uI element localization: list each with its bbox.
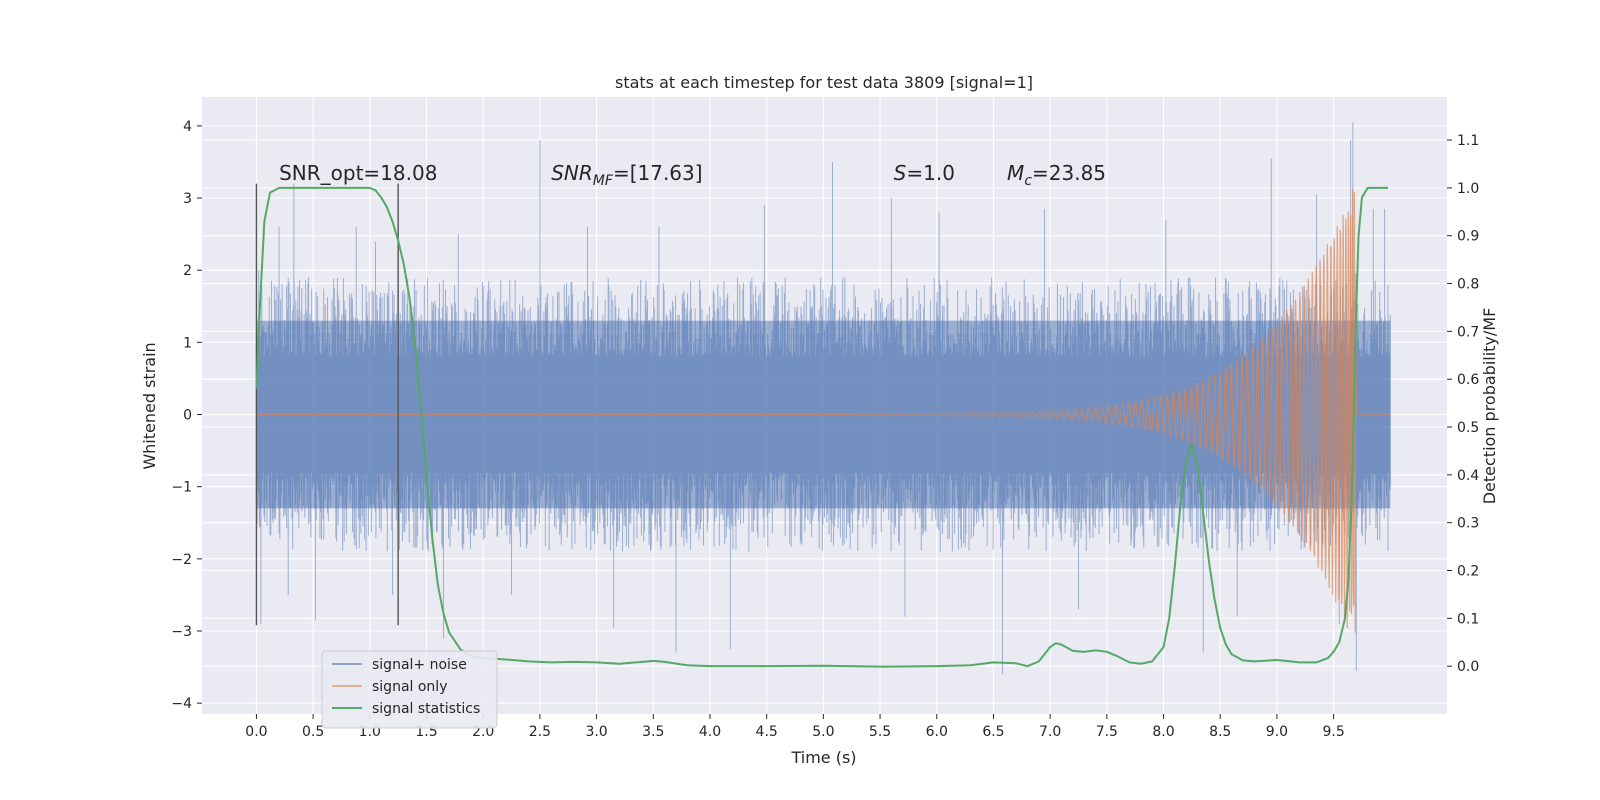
signal-statistics-line [255,186,1389,668]
vertical-markers [255,183,399,626]
y-tick-label: 1 [183,335,192,351]
annotation-1: SNRMF=[17.63] [551,161,702,189]
y-tick-label: 2 [183,263,192,279]
legend-label-signal-only: signal only [372,679,447,695]
x-tick-label: 6.5 [982,724,1004,740]
x-tick-label: 3.0 [585,724,607,740]
series-signal-statistics [255,186,1389,668]
annotation-2: S=1.0 [894,161,955,185]
y-tick-label: −2 [171,552,192,568]
annotations: SNR_opt=18.08 SNRMF=[17.63] S=1.0 Mc=23.85 [279,161,1106,189]
y-tick-label: 3 [183,191,192,207]
x-tick-label: 5.0 [812,724,834,740]
y-tick-label: 4 [183,119,192,135]
y2-tick-label: 0.0 [1457,659,1479,675]
y-axis-ticks: −4 −3 −2 −1 0 1 2 3 4 [171,119,202,712]
y2-tick-label: 0.5 [1457,420,1479,436]
signal-chirp-line [256,188,1357,633]
y2-tick-label: 0.9 [1457,229,1479,245]
x-tick-label: 8.5 [1209,724,1231,740]
x-tick-label: 7.5 [1096,724,1118,740]
x-tick-label: 6.0 [926,724,948,740]
y2-tick-label: 0.3 [1457,516,1479,532]
x-tick-label: 4.5 [756,724,778,740]
annotation-3: Mc=23.85 [1007,161,1106,189]
y2-tick-label: 1.1 [1457,133,1479,149]
x-tick-label: 0.5 [302,724,324,740]
x-tick-label: 2.5 [529,724,551,740]
x-tick-label: 7.0 [1039,724,1061,740]
y2-tick-label: 0.4 [1457,468,1479,484]
legend: signal+ noise signal only signal statist… [321,650,498,729]
x-tick-label: 0.0 [245,724,267,740]
x-tick-label: 9.0 [1266,724,1288,740]
x-tick-label: 8.0 [1152,724,1174,740]
y2-axis-label: Detection probability/MF [1480,308,1499,505]
x-tick-label: 5.5 [869,724,891,740]
y2-tick-label: 0.1 [1457,611,1479,627]
x-tick-label: 9.5 [1322,724,1344,740]
legend-label-signal-noise: signal+ noise [372,657,467,673]
x-tick-label: 3.5 [642,724,664,740]
x-axis-label: Time (s) [790,748,856,767]
y-tick-label: 0 [183,408,192,424]
x-axis-ticks: 0.0 0.5 1.0 1.5 2.0 2.5 3.0 3.5 4.0 4.5 5.0 5.5 6.0 6… [245,714,1345,740]
y-tick-label: −4 [171,696,192,712]
y-tick-label: −3 [171,624,192,640]
y-tick-label: −1 [171,480,192,496]
annotation-0: SNR_opt=18.08 [279,161,437,185]
x-tick-label: 4.0 [699,724,721,740]
legend-box [321,650,498,729]
y2-tick-label: 0.6 [1457,372,1479,388]
y2-axis-ticks: 0.0 0.1 0.2 0.3 0.4 0.5 0.6 0.7 0.8 0.9 1.0 1.1 [1447,133,1479,675]
y2-tick-label: 0.2 [1457,564,1479,580]
series-signal-only [256,188,1391,633]
y2-tick-label: 0.8 [1457,277,1479,293]
y2-tick-label: 1.0 [1457,181,1479,197]
y-axis-label: Whitened strain [140,342,159,469]
legend-label-signal-statistics: signal statistics [372,701,480,717]
chart-title: stats at each timestep for test data 380… [615,73,1033,92]
y2-tick-label: 0.7 [1457,324,1479,340]
